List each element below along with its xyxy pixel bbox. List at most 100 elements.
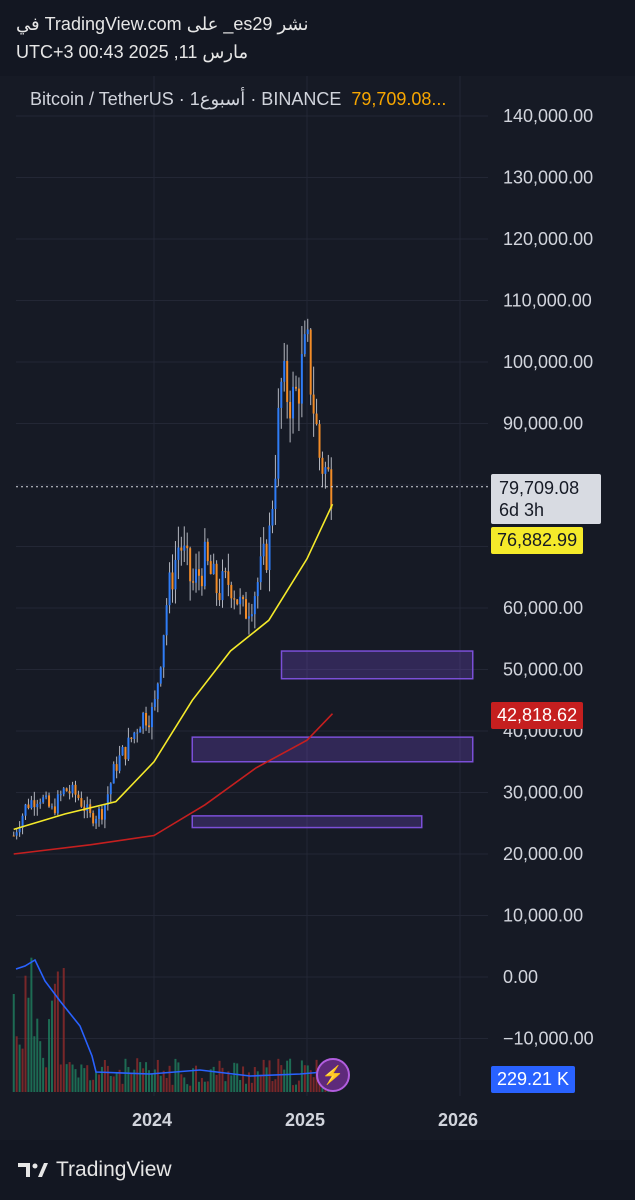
candle-body [71, 784, 74, 794]
candle-body [327, 467, 330, 470]
y-tick-label: 50,000.00 [503, 660, 583, 680]
volume-bar [186, 1084, 189, 1092]
volume-ma-line [15, 958, 336, 1077]
candle-body [133, 732, 136, 739]
volume-bar [256, 1071, 259, 1092]
candle-body [300, 354, 303, 404]
x-tick-label: 2024 [132, 1110, 172, 1130]
price-chart[interactable]: 140,000.00 130,000.00 120,000.00 110,000.00… [0, 76, 635, 1140]
chart-area[interactable]: 140,000.00 130,000.00 120,000.00 110,000.00… [0, 76, 635, 1140]
candle-body [109, 783, 112, 795]
volume-bar [86, 1065, 89, 1092]
volume-bar [259, 1074, 262, 1092]
symbol-legend[interactable]: Bitcoin / TetherUS · أسبوع1 · BINANCE 79… [30, 89, 446, 110]
volume-bar [50, 1000, 53, 1092]
candle-body [294, 386, 297, 389]
candle-body [165, 605, 168, 636]
volume-bar [245, 1083, 248, 1092]
x-tick-label: 2026 [438, 1110, 478, 1130]
volume-bar [39, 1041, 42, 1092]
ma-long-tag: 42,818.62 [491, 702, 584, 729]
candle-body [324, 467, 327, 474]
volume-bar [83, 1068, 86, 1092]
candle-body [236, 599, 239, 605]
volume-bar [168, 1065, 171, 1092]
volume-bar [192, 1068, 195, 1092]
candle-body [209, 561, 212, 575]
candle-body [174, 559, 177, 590]
candle-body [50, 806, 53, 808]
publish-date-line: مارس 11, 2025 00:43 UTC+3 [16, 42, 249, 62]
candle-body [115, 764, 118, 771]
candle-body [77, 794, 80, 799]
candle-body [227, 571, 230, 585]
legend-price: 79,709.08... [351, 89, 447, 109]
candle-body [162, 635, 165, 668]
volume-bar [297, 1080, 300, 1092]
volume-bar [133, 1069, 136, 1092]
candle-body [280, 381, 283, 408]
candle-body [118, 755, 121, 771]
volume-bar [36, 1018, 39, 1092]
volume-bar [24, 975, 27, 1092]
volume-bar [177, 1062, 180, 1092]
candle-body [130, 737, 133, 739]
volume-bar [80, 1064, 83, 1092]
candle-body [277, 407, 280, 479]
volume-bar [112, 1076, 115, 1092]
volume-bar [139, 1062, 142, 1092]
volume-bar [189, 1085, 192, 1092]
candle-body [292, 386, 295, 419]
support-zone-1 [280, 650, 474, 680]
candle-body [286, 360, 289, 402]
volume-bar [312, 1077, 315, 1092]
volume-bar [221, 1067, 224, 1092]
candle-body [106, 794, 109, 806]
candle-body [45, 795, 48, 798]
volume-bar [274, 1079, 277, 1092]
volume-bar [212, 1066, 215, 1092]
candle-body [265, 543, 268, 571]
candle-body [318, 424, 321, 458]
candle-body [297, 388, 300, 404]
publisher-line: نشر es29_ على TradingView.com في [16, 14, 309, 34]
last-price-tag: 79,709.08 6d 3h [491, 474, 601, 524]
candle-body [112, 764, 115, 784]
candle-body [15, 832, 18, 836]
candle-body [180, 547, 183, 551]
candle-body [139, 728, 142, 733]
lightning-icon[interactable]: ⚡ [316, 1058, 350, 1092]
candle-body [256, 582, 259, 597]
candle-body [309, 329, 312, 395]
volume-bar [153, 1069, 156, 1092]
candle-body [250, 614, 253, 617]
candle-body [312, 394, 315, 414]
candle-body [56, 794, 59, 814]
volume-bar [109, 1076, 112, 1092]
candle-body [268, 525, 271, 571]
volume-bar [162, 1070, 165, 1092]
volume-bar [292, 1085, 295, 1092]
volume-bar [142, 1068, 145, 1092]
candle-body [321, 457, 324, 474]
volume-bar [294, 1084, 297, 1092]
candle-body [186, 545, 189, 549]
volume-bar [180, 1074, 183, 1092]
y-tick-label: 10,000.00 [503, 906, 583, 926]
volume-bar [203, 1081, 206, 1092]
volume-bar [59, 1064, 62, 1092]
volume-tag: 229.21 K [491, 1066, 576, 1093]
share-header: نشر es29_ على TradingView.com في مارس 11… [0, 0, 635, 76]
volume-bar [174, 1058, 177, 1092]
candle-body [68, 791, 71, 794]
volume-bar [271, 1081, 274, 1092]
candle-body [177, 547, 180, 560]
volume-bar [171, 1084, 174, 1092]
candle-body [247, 616, 250, 619]
candle-body [127, 737, 130, 760]
candle-body [239, 596, 242, 605]
candle-body [195, 569, 198, 583]
tradingview-logo-icon [18, 1163, 48, 1177]
volume-bar [115, 1073, 118, 1092]
candle-body [259, 556, 262, 583]
